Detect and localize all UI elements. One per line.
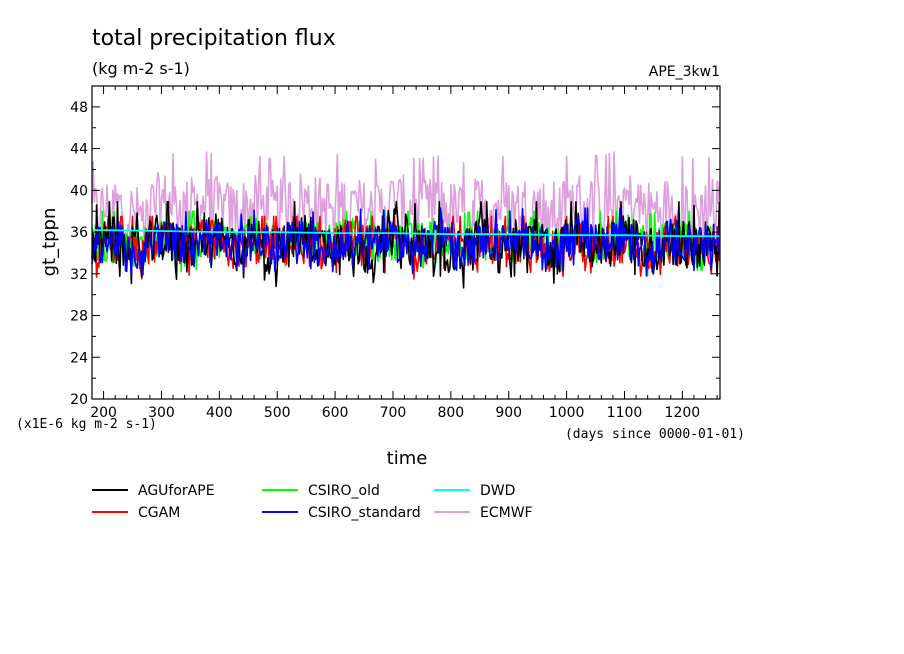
x-tick-label: 700 [380, 405, 407, 421]
x-axis-units-note: (days since 0000-01-01) [565, 427, 745, 442]
legend-label: DWD [480, 483, 515, 499]
y-tick-label: 48 [70, 100, 88, 116]
y-axis-label: gt_tppn [39, 208, 60, 277]
x-tick-label: 800 [437, 405, 464, 421]
legend-label: ECMWF [480, 505, 533, 521]
y-axis-units-note: (x1E-6 kg m-2 s-1) [16, 417, 157, 432]
legend: AGUforAPE CGAM CSIRO_old CSIRO_standard DWD E… [92, 483, 533, 521]
x-tick-label: 500 [264, 405, 291, 421]
y-tick-label: 32 [70, 267, 88, 283]
y-tick-label: 28 [70, 309, 88, 325]
y-axis-ticks: 20 24 28 32 36 40 44 48 [70, 85, 720, 408]
x-tick-label: 600 [322, 405, 349, 421]
series-line-csiro-standard [91, 207, 721, 277]
x-axis-label: time [387, 448, 428, 469]
legend-label: CSIRO_old [308, 483, 380, 499]
legend-label: CSIRO_standard [308, 505, 421, 521]
chart-subtitle: (kg m-2 s-1) [92, 59, 190, 78]
x-tick-label: 300 [148, 405, 175, 421]
x-tick-label: 200 [90, 405, 117, 421]
series-layer [91, 151, 721, 289]
legend-label: CGAM [138, 505, 180, 521]
experiment-tag: APE_3kw1 [649, 64, 720, 80]
x-axis-ticks: 200 300 400 500 600 700 800 900 1000 1100 1200 [90, 86, 718, 421]
series-line-aguforape [91, 201, 721, 289]
chart-title: total precipitation flux [92, 26, 336, 51]
y-tick-label: 40 [70, 183, 88, 199]
x-tick-label: 1100 [607, 405, 643, 421]
plot-frame [91, 85, 721, 400]
x-tick-label: 1000 [549, 405, 585, 421]
x-tick-label: 1200 [665, 405, 701, 421]
y-tick-label: 24 [70, 350, 88, 366]
legend-label: AGUforAPE [138, 483, 215, 499]
y-tick-label: 36 [70, 225, 88, 241]
series-line-dwd [91, 229, 720, 238]
y-tick-label: 20 [70, 392, 88, 408]
x-tick-label: 900 [495, 405, 522, 421]
y-tick-label: 44 [70, 142, 88, 158]
x-tick-label: 400 [206, 405, 233, 421]
